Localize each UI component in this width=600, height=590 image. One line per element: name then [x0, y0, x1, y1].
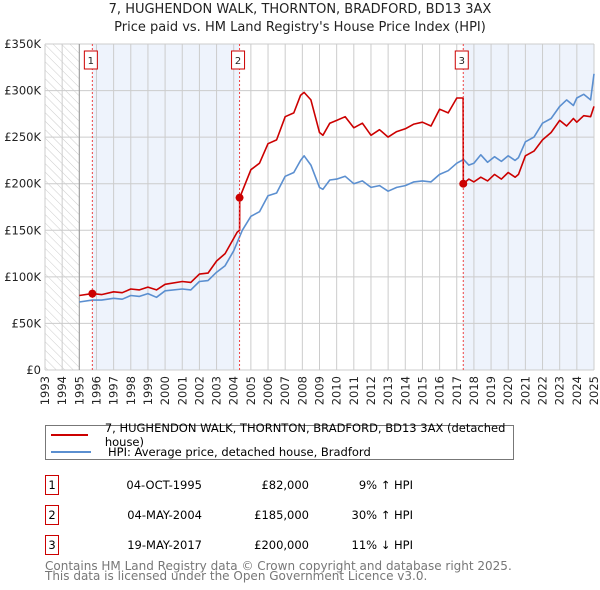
y-tick-label: £100K [4, 270, 41, 284]
x-tick-label: 1997 [107, 376, 121, 405]
x-tick-label: 1999 [141, 376, 155, 405]
ownership-band [463, 44, 594, 370]
x-tick-label: 2009 [313, 376, 327, 405]
transaction-price: £200,000 [254, 538, 309, 552]
x-tick-label: 1996 [89, 376, 103, 405]
x-tick-label: 2017 [450, 376, 464, 405]
y-tick-label: £200K [4, 177, 41, 191]
x-tick-label: 2008 [295, 376, 309, 405]
ownership-band [92, 44, 240, 370]
transaction-hpi: 30% ↑ HPI [351, 508, 413, 522]
x-tick-label: 2015 [415, 376, 429, 405]
y-tick-label: £350K [4, 37, 41, 51]
y-tick-label: £300K [4, 84, 41, 98]
transaction-hpi: 9% ↑ HPI [358, 478, 413, 492]
x-tick-label: 2021 [518, 376, 532, 405]
x-tick-label: 2011 [347, 376, 361, 405]
x-tick-label: 2018 [467, 376, 481, 405]
x-tick-label: 2014 [398, 376, 412, 405]
x-tick-label: 2001 [175, 376, 189, 405]
x-tick-label: 1994 [55, 376, 69, 405]
x-tick-label: 2000 [158, 376, 172, 405]
x-tick-label: 2020 [501, 376, 515, 405]
transaction-date: 04-OCT-1995 [126, 478, 202, 492]
y-tick-label: £150K [4, 223, 41, 237]
x-tick-label: 2016 [433, 376, 447, 405]
transaction-row: 2 04-MAY-2004 £185,000 30% ↑ HPI [45, 505, 445, 525]
x-tick-label: 1993 [38, 376, 52, 405]
legend-label-hpi: HPI: Average price, detached house, Brad… [108, 445, 371, 459]
sale-label: 2 [235, 56, 241, 67]
legend-item-property: 7, HUGHENDON WALK, THORNTON, BRADFORD, B… [46, 421, 513, 449]
transaction-number: 1 [45, 475, 59, 495]
x-tick-label: 2024 [570, 376, 584, 405]
x-tick-label: 2006 [261, 376, 275, 405]
x-tick-label: 2022 [536, 376, 550, 405]
transaction-row: 3 19-MAY-2017 £200,000 11% ↓ HPI [45, 535, 445, 555]
y-tick-label: £250K [4, 130, 41, 144]
sale-point [88, 289, 97, 298]
transaction-price: £82,000 [261, 478, 309, 492]
x-tick-label: 1998 [124, 376, 138, 405]
x-tick-label: 2005 [244, 376, 258, 405]
chart-subtitle: Price paid vs. HM Land Registry's House … [114, 20, 486, 35]
sale-point [459, 179, 468, 188]
y-tick-label: £50K [12, 316, 42, 330]
x-tick-label: 2025 [587, 376, 600, 405]
x-tick-label: 2019 [484, 376, 498, 405]
x-tick-label: 2013 [381, 376, 395, 405]
x-tick-label: 2007 [278, 376, 292, 405]
transaction-price: £185,000 [254, 508, 309, 522]
transaction-hpi: 11% ↓ HPI [351, 538, 413, 552]
legend-item-hpi: HPI: Average price, detached house, Brad… [46, 444, 371, 460]
footer-copyright: Contains HM Land Registry data © Crown c… [45, 559, 512, 573]
x-tick-label: 2002 [192, 376, 206, 405]
property-price-line [79, 91, 595, 297]
legend-label-property: 7, HUGHENDON WALK, THORNTON, BRADFORD, B… [104, 421, 506, 449]
sale-label-box [231, 50, 246, 70]
chart-title: 7, HUGHENDON WALK, THORNTON, BRADFORD, B… [108, 2, 492, 17]
x-tick-label: 1995 [72, 376, 86, 405]
x-tick-label: 2010 [330, 376, 344, 405]
transaction-number: 3 [45, 535, 59, 555]
sale-label-box [83, 50, 98, 70]
y-tick-label: £0 [26, 363, 41, 377]
x-tick-label: 2023 [553, 376, 567, 405]
hpi-line [79, 73, 595, 303]
transaction-row: 1 04-OCT-1995 £82,000 9% ↑ HPI [45, 475, 445, 495]
sale-point [235, 193, 244, 202]
transaction-date: 04-MAY-2004 [127, 508, 202, 522]
sale-label-box [454, 50, 469, 70]
legend: 7, HUGHENDON WALK, THORNTON, BRADFORD, B… [45, 421, 514, 460]
legend-swatch-blue [51, 451, 91, 453]
x-tick-label: 2012 [364, 376, 378, 405]
footer-licence: This data is licensed under the Open Gov… [45, 569, 428, 583]
sale-label: 3 [459, 56, 465, 67]
x-tick-label: 2003 [210, 376, 224, 405]
transaction-number: 2 [45, 505, 59, 525]
transaction-date: 19-MAY-2017 [127, 538, 202, 552]
sale-label: 1 [88, 56, 94, 67]
legend-swatch-red [51, 434, 88, 436]
x-tick-label: 2004 [227, 376, 241, 405]
